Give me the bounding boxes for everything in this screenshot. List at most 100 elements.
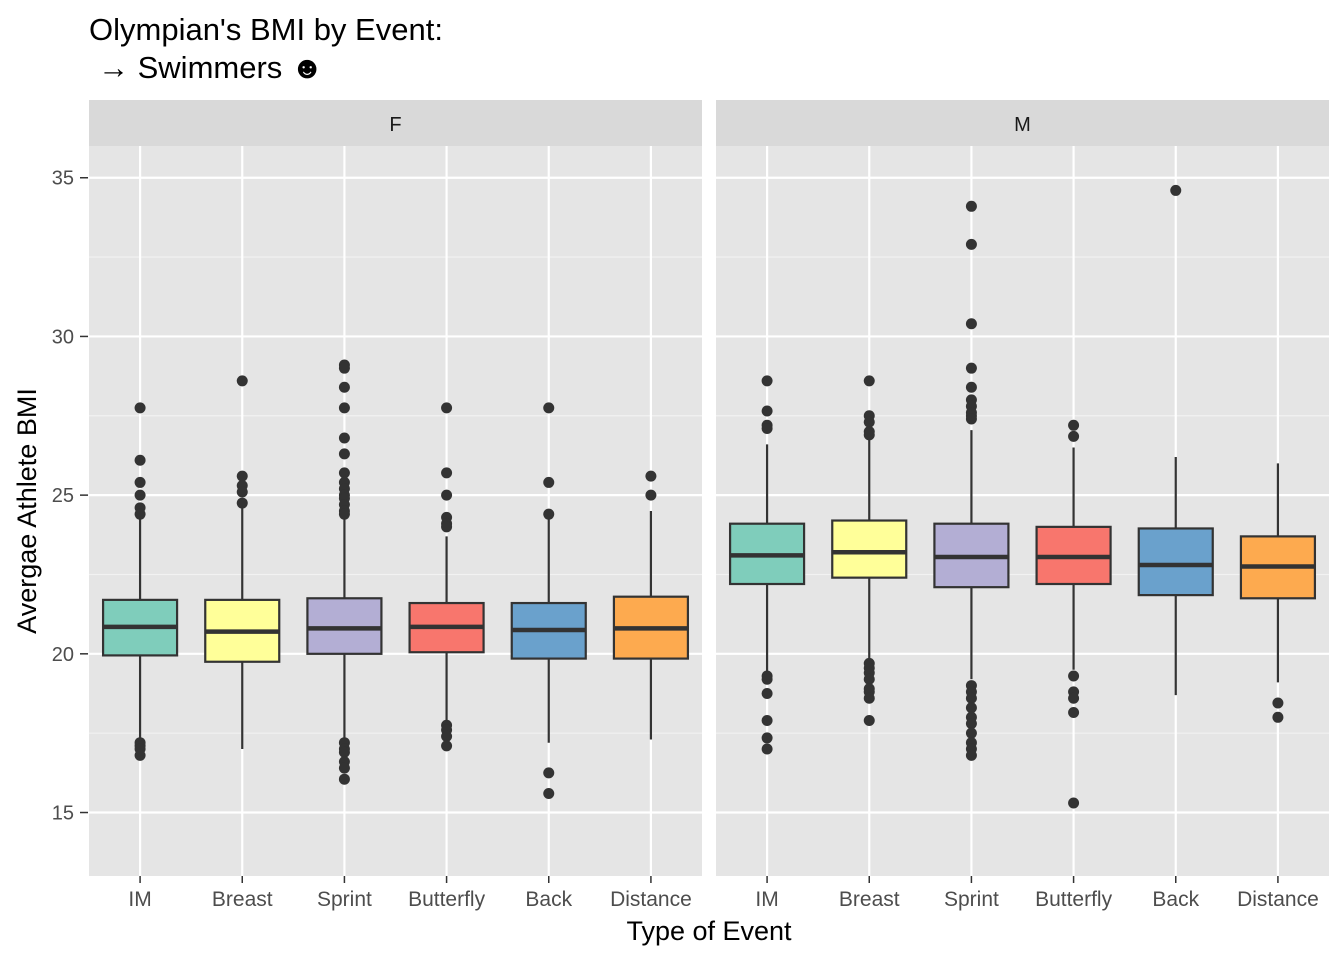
- outlier-point: [863, 673, 875, 685]
- outlier-point: [1068, 707, 1080, 719]
- outlier-point: [761, 732, 773, 744]
- outlier-point: [338, 402, 350, 414]
- outlier-point: [965, 692, 977, 704]
- plot-layer: 15 20 25 30 35 F IM Breast Sprint Butterfly Back Di…: [52, 100, 1329, 911]
- y-axis-label: Avergae Athlete BMI: [12, 388, 42, 634]
- outlier-point: [338, 432, 350, 444]
- outlier-point: [236, 375, 248, 387]
- facet-strip-label: M: [1014, 114, 1031, 136]
- chart-title-line2: → Swimmers ☻: [98, 50, 324, 85]
- outlier-point: [761, 422, 773, 434]
- chart-title-line1: Olympian's BMI by Event:: [89, 12, 443, 47]
- y-tick-label: 25: [52, 485, 74, 507]
- x-tick-label: IM: [755, 888, 778, 911]
- outlier-point: [1068, 419, 1080, 431]
- outlier-point: [441, 521, 453, 533]
- outlier-point: [1068, 797, 1080, 809]
- outlier-point: [645, 470, 657, 482]
- x-tick-label: Sprint: [944, 888, 999, 911]
- outlier-point: [338, 467, 350, 479]
- outlier-point: [1272, 697, 1284, 709]
- outlier-point: [543, 402, 555, 414]
- outlier-point: [1068, 692, 1080, 704]
- panel-background: [716, 146, 1329, 876]
- outlier-point: [338, 362, 350, 374]
- x-tick-label: IM: [128, 888, 151, 911]
- facet-strip: [89, 100, 702, 146]
- outlier-point: [863, 416, 875, 428]
- x-tick-label: Butterfly: [1035, 888, 1113, 911]
- facet-strip-label: F: [389, 114, 401, 136]
- outlier-point: [863, 429, 875, 441]
- x-tick-label: Butterfly: [408, 888, 486, 911]
- outlier-point: [761, 673, 773, 685]
- outlier-point: [441, 467, 453, 479]
- x-tick-label: Back: [1152, 888, 1199, 911]
- x-axis-label: Type of Event: [626, 916, 792, 946]
- box-back: [1137, 527, 1214, 597]
- box-breast: [831, 519, 908, 579]
- outlier-point: [761, 743, 773, 755]
- x-tick-label: Distance: [1237, 888, 1319, 911]
- y-tick-label: 30: [52, 326, 74, 348]
- outlier-point: [965, 318, 977, 330]
- outlier-point: [338, 448, 350, 460]
- outlier-point: [441, 402, 453, 414]
- x-tick-label: Breast: [839, 888, 900, 911]
- outlier-point: [863, 692, 875, 704]
- outlier-point: [965, 413, 977, 425]
- y-tick-label: 20: [52, 644, 74, 666]
- x-tick-label: Distance: [610, 888, 692, 911]
- x-tick-label: Breast: [212, 888, 273, 911]
- outlier-point: [965, 727, 977, 739]
- outlier-point: [965, 749, 977, 761]
- facet-strip: [716, 100, 1329, 146]
- outlier-point: [965, 362, 977, 374]
- outlier-point: [645, 489, 657, 501]
- y-tick-label: 35: [52, 168, 74, 190]
- y-tick-label: 15: [52, 803, 74, 825]
- outlier-point: [236, 486, 248, 498]
- outlier-point: [761, 714, 773, 726]
- outlier-point: [1068, 430, 1080, 442]
- outlier-point: [761, 688, 773, 699]
- outlier-point: [965, 200, 977, 212]
- outlier-point: [1170, 184, 1182, 196]
- outlier-point: [761, 375, 773, 387]
- outlier-point: [543, 767, 555, 779]
- outlier-point: [236, 497, 248, 509]
- outlier-point: [134, 508, 146, 520]
- outlier-point: [338, 508, 350, 520]
- x-tick-label: Back: [525, 888, 572, 911]
- outlier-point: [441, 740, 453, 752]
- outlier-point: [134, 476, 146, 488]
- outlier-point: [965, 381, 977, 393]
- box-sprint: [306, 597, 383, 655]
- outlier-point: [134, 749, 146, 761]
- outlier-point: [441, 489, 453, 501]
- outlier-point: [965, 238, 977, 250]
- outlier-point: [338, 381, 350, 393]
- outlier-point: [338, 746, 350, 758]
- outlier-point: [1068, 670, 1080, 682]
- outlier-point: [1272, 711, 1284, 723]
- outlier-point: [134, 402, 146, 414]
- outlier-point: [543, 476, 555, 488]
- outlier-point: [761, 405, 773, 417]
- panel-background: [89, 146, 702, 876]
- outlier-point: [338, 762, 350, 774]
- outlier-point: [863, 714, 875, 726]
- outlier-point: [543, 787, 555, 799]
- outlier-point: [965, 718, 977, 730]
- x-tick-label: Sprint: [317, 888, 372, 911]
- outlier-point: [338, 773, 350, 785]
- outlier-point: [543, 508, 555, 520]
- outlier-point: [965, 702, 977, 714]
- outlier-point: [134, 489, 146, 501]
- outlier-point: [441, 730, 453, 742]
- outlier-point: [236, 470, 248, 482]
- outlier-point: [863, 375, 875, 387]
- outlier-point: [134, 454, 146, 466]
